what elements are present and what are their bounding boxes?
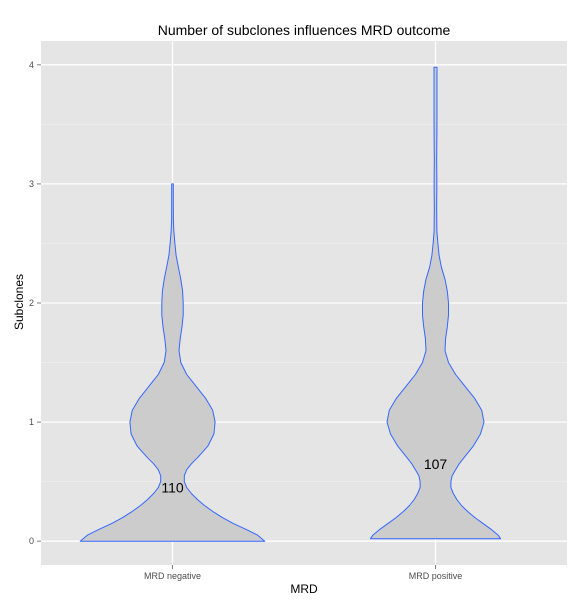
count-label-mrd-positive: 107 [424, 456, 448, 472]
x-axis: MRD negative MRD positive [144, 565, 462, 581]
y-axis-title: Subclones [12, 274, 26, 330]
x-axis-title: MRD [290, 582, 318, 596]
x-tick-label: MRD negative [144, 571, 201, 581]
chart-title: Number of subclones influences MRD outco… [158, 22, 451, 38]
y-axis: 0 1 2 3 4 [29, 60, 41, 546]
y-tick-label: 4 [29, 60, 34, 70]
y-tick-label: 3 [29, 179, 34, 189]
y-tick-label: 1 [29, 417, 34, 427]
y-tick-label: 0 [29, 536, 34, 546]
x-tick-label: MRD positive [409, 571, 463, 581]
count-label-mrd-negative: 110 [161, 480, 184, 496]
y-tick-label: 2 [29, 298, 34, 308]
